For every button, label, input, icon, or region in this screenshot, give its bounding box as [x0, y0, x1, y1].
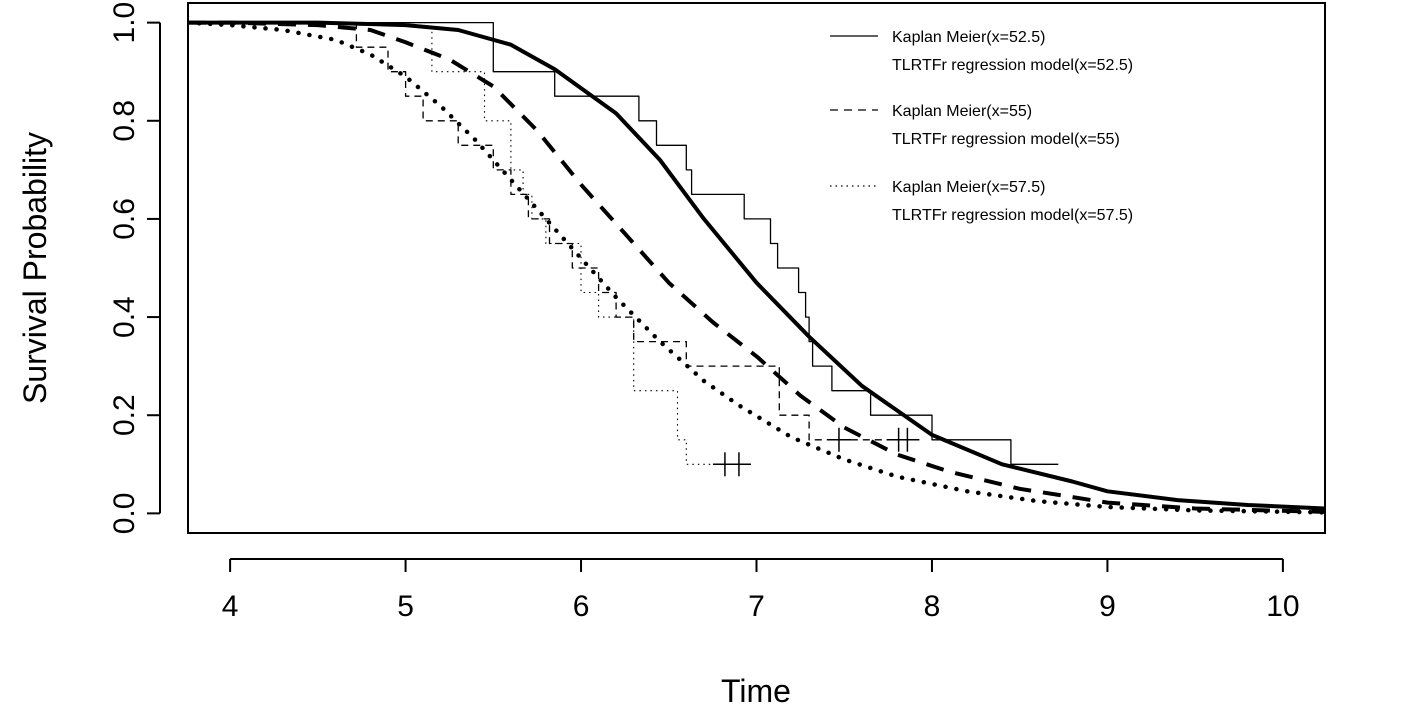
- x-tick-label: 8: [924, 590, 941, 623]
- x-tick-label: 7: [748, 590, 765, 623]
- y-axis: 0.0 0.2 0.4 0.6 0.8 1.0: [108, 2, 161, 535]
- censor-mark: [895, 427, 920, 452]
- x-tick-label: 6: [573, 590, 590, 623]
- x-tick-label: 5: [397, 590, 414, 623]
- y-tick-label: 0.8: [108, 100, 141, 142]
- plot-frame: [187, 2, 1326, 534]
- plot-lines: [188, 20, 1325, 515]
- x-axis: 4 5 6 7 8 9 10: [222, 558, 1300, 623]
- km-curve-dotted: [188, 22, 745, 465]
- legend: Kaplan Meier(x=52.5) TLRTFr regression mo…: [830, 29, 1133, 224]
- y-tick-label: 0.4: [108, 296, 141, 338]
- x-axis-title: Time: [721, 673, 791, 706]
- x-tick-label: 9: [1099, 590, 1116, 623]
- x-tick-label: 4: [222, 590, 239, 623]
- legend-entry: TLRTFr regression model(x=57.5): [892, 207, 1133, 224]
- y-tick-label: 0.2: [108, 394, 141, 436]
- legend-entry: TLRTFr regression model(x=52.5): [892, 57, 1133, 74]
- legend-entry: Kaplan Meier(x=55): [892, 103, 1032, 120]
- y-tick-label: 0.0: [108, 493, 141, 535]
- y-tick-label: 1.0: [108, 2, 141, 44]
- km-curve-dashed: [188, 21, 906, 441]
- legend-entry: Kaplan Meier(x=52.5): [892, 29, 1045, 46]
- model-curve-dashed: [188, 20, 1325, 514]
- legend-entry: TLRTFr regression model(x=55): [892, 131, 1120, 148]
- model-curve-dotted: [188, 20, 1325, 515]
- km-curve-solid: [188, 21, 1059, 465]
- model-curve-solid: [188, 20, 1325, 511]
- y-tick-label: 0.6: [108, 198, 141, 240]
- y-axis-title: Survival Probability: [17, 132, 53, 404]
- x-tick-label: 10: [1266, 590, 1299, 623]
- legend-entry: Kaplan Meier(x=57.5): [892, 179, 1045, 196]
- censor-mark: [826, 427, 851, 452]
- censor-mark: [726, 452, 751, 477]
